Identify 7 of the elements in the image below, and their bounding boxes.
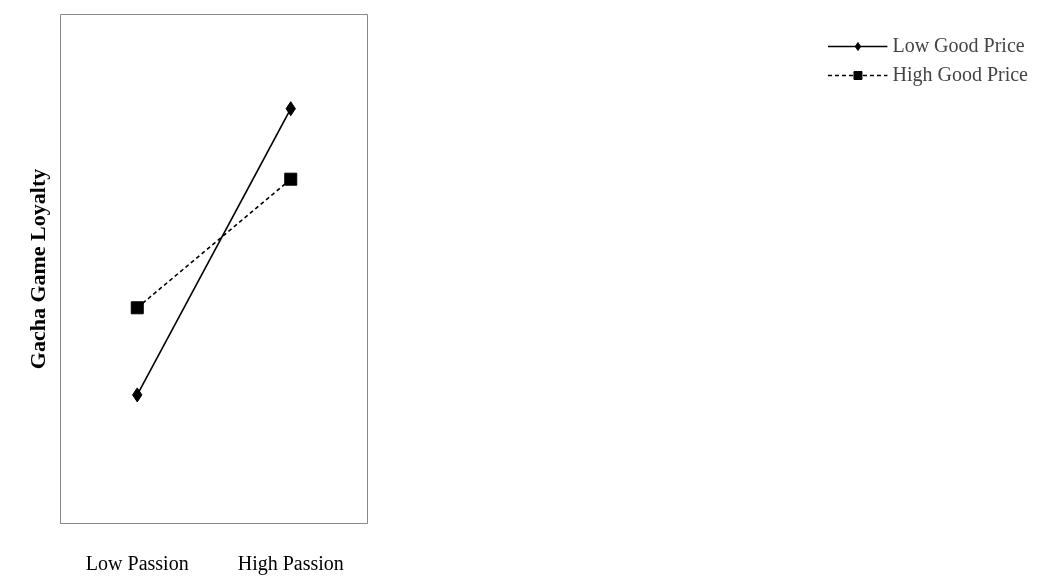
point — [284, 172, 298, 186]
y-axis-title: Gacha Game Loyalty — [24, 168, 50, 370]
point — [130, 301, 144, 315]
x-tick-label: High Passion — [237, 551, 344, 575]
legend-label: High Good Price — [892, 63, 1028, 86]
x-tick-label: Low Passion — [85, 551, 189, 574]
legend-label: Low Good Price — [892, 34, 1025, 57]
